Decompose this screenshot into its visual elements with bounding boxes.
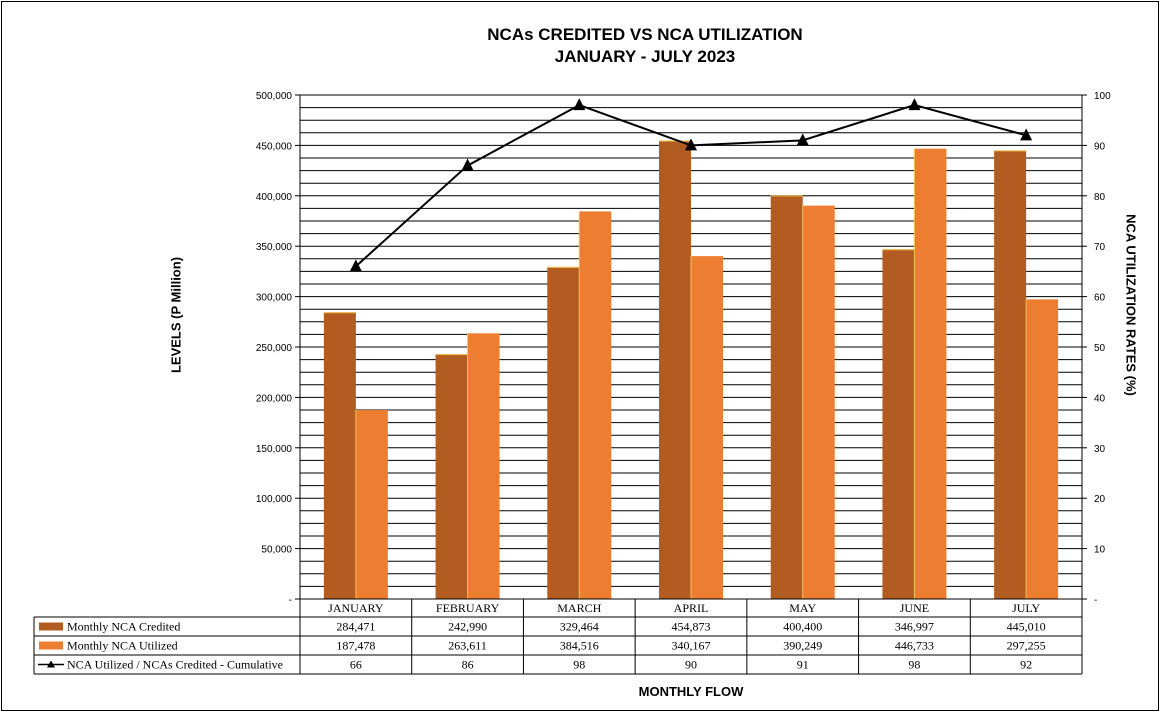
y2-tick-label: 80 xyxy=(1094,192,1106,203)
bar-credited xyxy=(770,195,803,600)
y2-tick-label: 50 xyxy=(1094,343,1106,354)
y-tick-label: 500,000 xyxy=(256,91,293,102)
data-table: JANUARY FEBRUARY MARCH APRIL MAY JUNE JULY Mont… xyxy=(33,599,1083,675)
y2-tick-label: 20 xyxy=(1094,494,1106,505)
y-tick-label: 100,000 xyxy=(256,494,293,505)
utilization-line xyxy=(349,98,1033,272)
data-label: 86 xyxy=(462,658,474,672)
data-label: 390,249 xyxy=(783,639,822,653)
data-label: 187,478 xyxy=(336,639,375,653)
x-tick-label: FEBRUARY xyxy=(436,601,500,615)
bar-utilized xyxy=(802,205,835,599)
data-label: 446,733 xyxy=(895,639,934,653)
axes: - 50,000 100,000 150,000 200,000 250,000 300,0… xyxy=(256,91,1111,606)
data-label: 98 xyxy=(573,658,585,672)
bar-utilized xyxy=(467,333,500,599)
bar-credited xyxy=(659,140,691,599)
x-axis-label: MONTHLY FLOW xyxy=(638,684,744,699)
legend-label: Monthly NCA Utilized xyxy=(67,639,178,653)
utilization-point xyxy=(573,98,586,111)
bar-credited xyxy=(547,266,580,599)
y-tick-label: 200,000 xyxy=(256,393,293,404)
x-tick-label: JUNE xyxy=(900,601,929,615)
y2-tick-label: 90 xyxy=(1094,141,1106,152)
y-tick-label: 300,000 xyxy=(256,293,293,304)
chart-title: NCAs CREDITED VS NCA UTILIZATION xyxy=(487,25,803,44)
bar-utilized xyxy=(914,148,947,600)
data-label: 400,400 xyxy=(783,620,822,634)
x-tick-label: APRIL xyxy=(674,601,709,615)
data-label: 91 xyxy=(797,658,809,672)
legend-swatch xyxy=(39,641,63,650)
y-tick-label: 450,000 xyxy=(256,141,293,152)
data-label: 340,167 xyxy=(672,639,711,653)
y-tick-label: 50,000 xyxy=(261,545,292,556)
y2-tick-label: 30 xyxy=(1094,444,1106,455)
utilization-point xyxy=(908,98,921,111)
y2-tick-label: 100 xyxy=(1094,91,1111,102)
bars xyxy=(323,140,1059,600)
chart-title-block: NCAs CREDITED VS NCA UTILIZATION JANUARY… xyxy=(0,24,1162,68)
legend-marker-key xyxy=(47,660,55,668)
data-label: 297,255 xyxy=(1007,639,1046,653)
y-tick-label: 350,000 xyxy=(256,242,293,253)
data-label: 284,471 xyxy=(336,620,375,634)
data-label: 346,997 xyxy=(895,620,934,634)
data-label: 92 xyxy=(1020,658,1032,672)
bar-credited xyxy=(435,354,468,599)
bar-utilized xyxy=(579,211,612,599)
utilization-point xyxy=(796,133,809,146)
x-tick-label: JULY xyxy=(1012,601,1040,615)
utilization-point xyxy=(349,259,362,272)
x-tick-label: JANUARY xyxy=(328,601,384,615)
bar-credited xyxy=(882,249,915,599)
data-label: 263,611 xyxy=(448,639,487,653)
data-label: 384,516 xyxy=(560,639,599,653)
data-label: 445,010 xyxy=(1007,620,1046,634)
y-tick-label: 400,000 xyxy=(256,192,293,203)
y-tick-label: 250,000 xyxy=(256,343,293,354)
chart-subtitle: JANUARY - JULY 2023 xyxy=(554,47,736,66)
bar-utilized xyxy=(1026,299,1059,599)
bar-credited xyxy=(994,150,1027,599)
x-tick-label: MAY xyxy=(789,601,816,615)
legend-swatch xyxy=(39,622,63,631)
y-tick-label: 150,000 xyxy=(256,444,293,455)
y2-tick-label: 60 xyxy=(1094,293,1106,304)
bar-utilized xyxy=(691,256,723,599)
utilization-point xyxy=(1020,128,1033,141)
data-label: 454,873 xyxy=(672,620,711,634)
bar-utilized xyxy=(355,410,388,599)
y2-tick-label: 10 xyxy=(1094,545,1106,556)
x-tick-label: MARCH xyxy=(557,601,601,615)
y2-tick-label: - xyxy=(1094,595,1097,606)
utilization-point xyxy=(685,138,697,151)
y2-tick-label: 40 xyxy=(1094,393,1106,404)
y2-tick-label: 70 xyxy=(1094,242,1106,253)
legend-label: NCA Utilized / NCAs Credited - Cumulativ… xyxy=(67,658,283,672)
utilization-point xyxy=(461,158,474,171)
data-label: 98 xyxy=(908,658,920,672)
y-tick-label: - xyxy=(289,595,292,606)
bar-credited xyxy=(323,312,356,599)
data-label: 90 xyxy=(685,658,697,672)
data-label: 66 xyxy=(350,658,362,672)
data-label: 242,990 xyxy=(448,620,487,634)
legend-label: Monthly NCA Credited xyxy=(67,620,180,634)
data-label: 329,464 xyxy=(560,620,599,634)
